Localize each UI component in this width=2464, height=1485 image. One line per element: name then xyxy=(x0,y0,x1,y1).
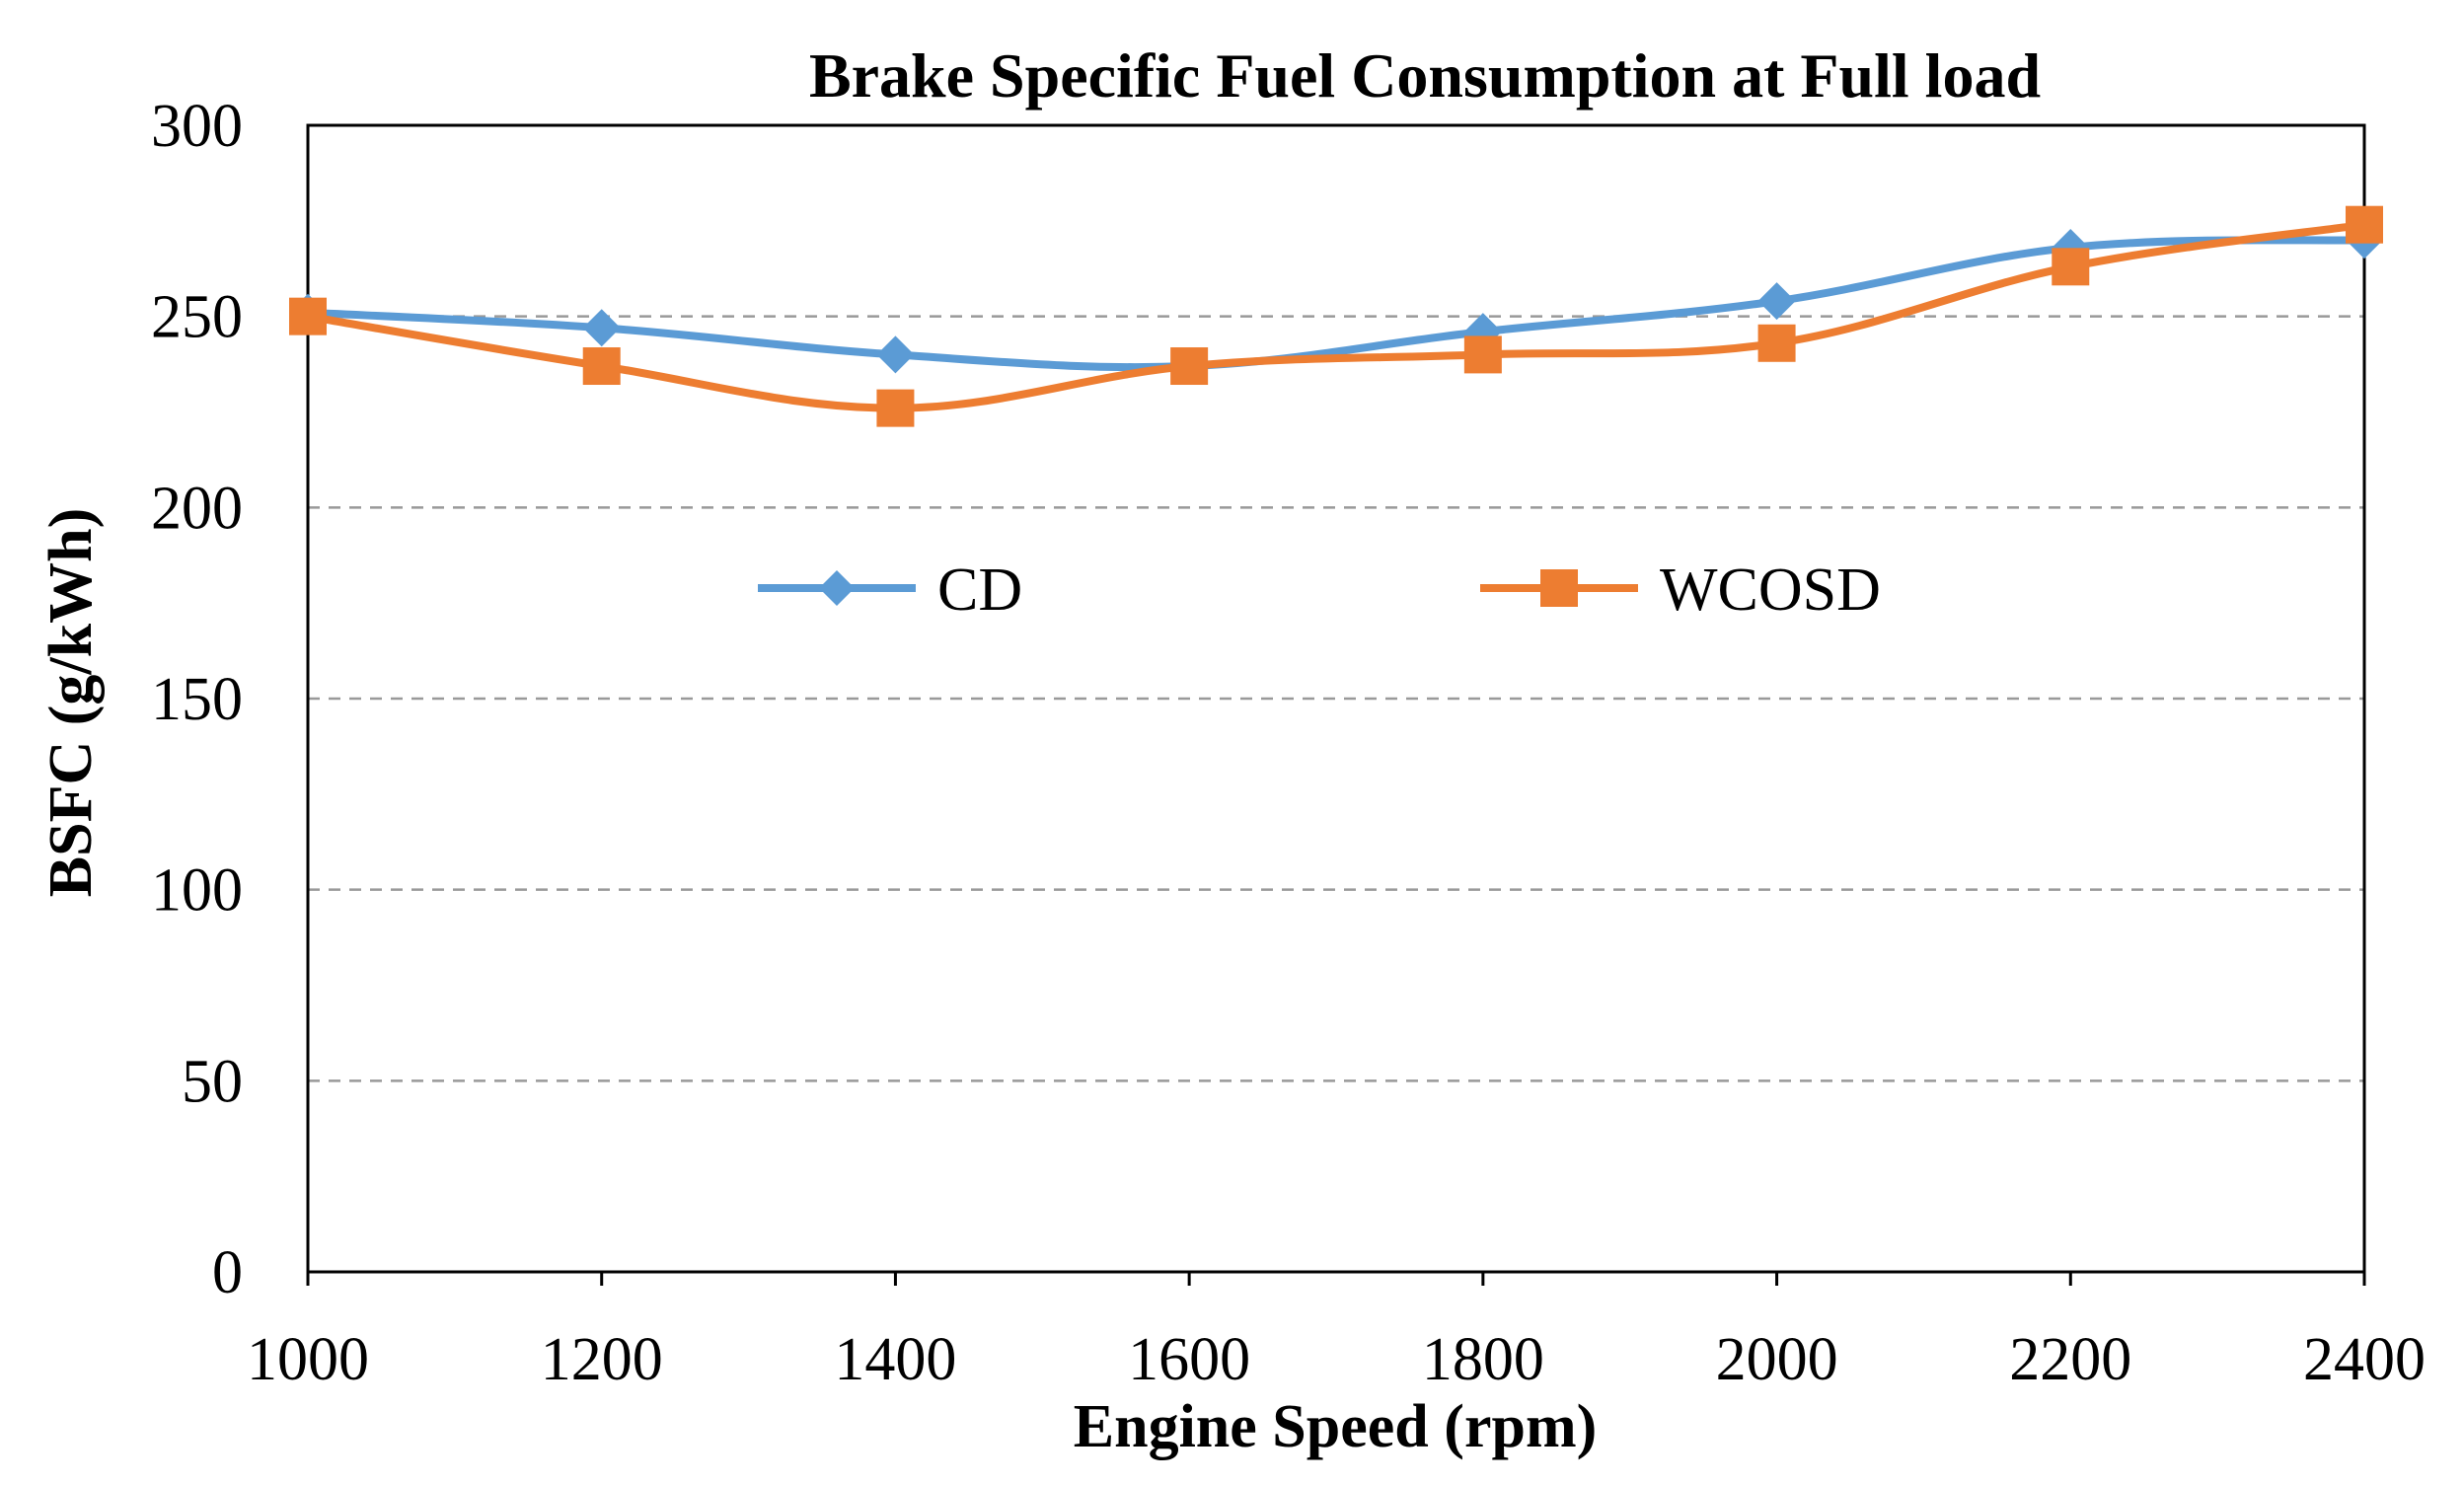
series-lines xyxy=(289,205,2383,427)
chart-title: Brake Specific Fuel Consumption at Full … xyxy=(809,40,2041,111)
data-point-wcosd xyxy=(582,347,621,386)
y-tick-label: 0 xyxy=(212,1239,243,1306)
axis-ticks xyxy=(306,1272,2366,1286)
axis-labels: 0 50 100 150 200 250 300 1000 1200 1400 1600 1800 20… xyxy=(151,93,2426,1393)
y-tick-label: 50 xyxy=(182,1048,243,1115)
legend-marker-cd xyxy=(819,570,855,606)
data-point-cd xyxy=(1757,282,1796,321)
y-tick-label: 300 xyxy=(151,93,243,160)
data-point-wcosd xyxy=(2346,205,2383,244)
legend-label-wcosd: WCOSD xyxy=(1660,557,1881,624)
data-point-wcosd xyxy=(1170,347,1209,386)
y-axis-title: BSFC (g/kWh) xyxy=(37,508,105,897)
gridlines xyxy=(308,315,2364,1082)
data-point-cd xyxy=(582,309,621,347)
x-tick-label: 1800 xyxy=(1422,1326,1544,1393)
legend-marker-wcosd xyxy=(1540,569,1578,607)
x-tick-label: 1000 xyxy=(247,1326,369,1393)
x-axis-title: Engine Speed (rpm) xyxy=(1074,1393,1597,1460)
series-wcosd xyxy=(289,205,2383,427)
x-tick-label: 1600 xyxy=(1128,1326,1250,1393)
x-tick-label: 2400 xyxy=(2303,1326,2426,1393)
legend: CD WCOSD xyxy=(758,557,1881,624)
legend-label-cd: CD xyxy=(937,557,1022,624)
x-tick-label: 2000 xyxy=(1716,1326,1838,1393)
data-point-wcosd xyxy=(1463,335,1502,374)
y-tick-label: 250 xyxy=(151,284,243,351)
plot-area-frame xyxy=(306,123,2366,1274)
x-tick-label: 1200 xyxy=(541,1326,663,1393)
data-point-wcosd xyxy=(2052,248,2090,286)
series-line-wcosd xyxy=(304,220,2368,412)
x-tick-label: 1400 xyxy=(834,1326,956,1393)
y-tick-label: 100 xyxy=(151,857,243,925)
data-point-wcosd xyxy=(876,389,915,427)
series-line-cd xyxy=(304,236,2368,372)
y-tick-label: 200 xyxy=(151,475,243,542)
data-point-wcosd xyxy=(289,297,327,335)
data-point-wcosd xyxy=(1757,324,1796,362)
y-tick-label: 150 xyxy=(151,666,243,733)
data-point-cd xyxy=(876,335,915,374)
x-tick-label: 2200 xyxy=(2009,1326,2131,1393)
